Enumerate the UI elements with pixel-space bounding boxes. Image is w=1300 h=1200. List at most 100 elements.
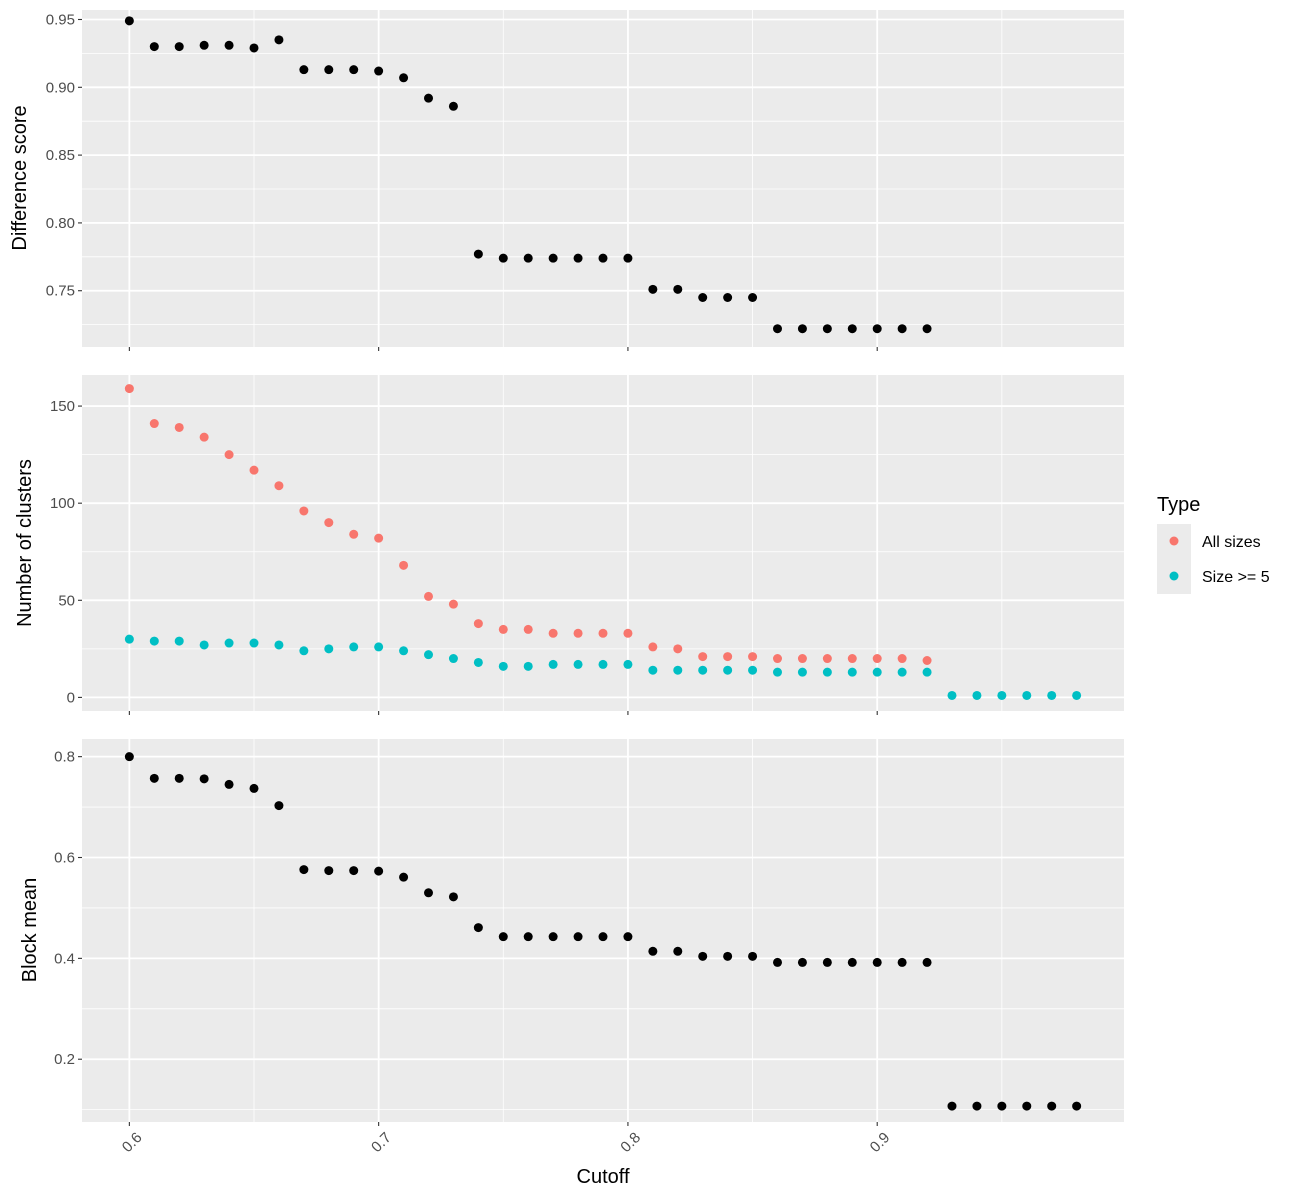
data-point <box>424 591 434 601</box>
series-number-of-clusters-0 <box>124 384 932 666</box>
data-point <box>399 872 409 882</box>
data-point <box>324 644 334 654</box>
data-point <box>174 422 184 432</box>
data-point <box>573 628 583 638</box>
data-point <box>673 284 683 294</box>
data-point <box>498 624 508 634</box>
data-point <box>498 661 508 671</box>
data-point <box>523 661 533 671</box>
data-point <box>448 599 458 609</box>
data-point <box>748 652 758 662</box>
legend-swatch-all-sizes <box>1169 536 1179 546</box>
y-tick-label: 50 <box>58 592 75 609</box>
y-axis-title: Block mean <box>19 878 41 983</box>
data-point <box>648 946 658 956</box>
x-tick-labels: 0.6 0.7 0.8 0.9 <box>119 1129 894 1156</box>
data-point <box>1047 1101 1057 1111</box>
x-tick-label: 0.8 <box>617 1129 644 1156</box>
y-tick-label: 0.6 <box>54 850 75 867</box>
data-point <box>623 628 633 638</box>
data-point <box>349 642 359 652</box>
data-point <box>897 667 907 677</box>
data-point <box>149 636 159 646</box>
data-point <box>698 951 708 961</box>
data-point <box>748 951 758 961</box>
data-point <box>947 690 957 700</box>
data-point <box>399 646 409 656</box>
data-point <box>299 865 309 875</box>
data-point <box>573 659 583 669</box>
panel-block-mean: 0.2 0.4 0.6 0.8 Block mean <box>19 739 1124 1126</box>
panels: 0.75 0.80 0.85 0.90 0.95 Difference score 0 50 1… <box>9 10 1124 1156</box>
data-point <box>149 42 159 52</box>
series-number-of-clusters-1 <box>124 634 1082 700</box>
x-tick-label: 0.9 <box>867 1129 894 1156</box>
data-point <box>399 73 409 83</box>
series-difference-score-0 <box>124 16 932 334</box>
data-point <box>748 665 758 675</box>
y-tick-label: 0.85 <box>46 147 75 164</box>
legend-swatch-size-5 <box>1169 571 1179 581</box>
data-point <box>548 628 558 638</box>
data-point <box>623 659 633 669</box>
data-point <box>199 774 209 784</box>
panel-difference-score: 0.75 0.80 0.85 0.90 0.95 Difference score <box>9 10 1124 351</box>
data-point <box>847 654 857 664</box>
data-point <box>847 324 857 334</box>
data-point <box>648 284 658 294</box>
panel-number-of-clusters: 0 50 100 150 Number of clusters <box>14 375 1124 715</box>
legend-label-size-5: Size >= 5 <box>1202 569 1270 586</box>
data-point <box>598 628 608 638</box>
data-point <box>673 946 683 956</box>
data-point <box>473 249 483 259</box>
data-point <box>324 65 334 75</box>
data-point <box>473 619 483 629</box>
data-point <box>922 667 932 677</box>
data-point <box>698 665 708 675</box>
data-point <box>897 957 907 967</box>
data-point <box>997 690 1007 700</box>
data-point <box>772 654 782 664</box>
data-point <box>772 667 782 677</box>
data-point <box>797 324 807 334</box>
data-point <box>648 642 658 652</box>
data-point <box>797 667 807 677</box>
data-point <box>249 783 259 793</box>
y-tick-label: 0.95 <box>46 11 75 28</box>
data-point <box>947 1101 957 1111</box>
data-point <box>1022 1101 1032 1111</box>
data-point <box>523 624 533 634</box>
data-point <box>772 957 782 967</box>
data-point <box>324 518 334 528</box>
legend-entry-size-5: Size >= 5 <box>1157 559 1270 594</box>
data-point <box>723 951 733 961</box>
data-point <box>822 324 832 334</box>
data-point <box>723 665 733 675</box>
data-point <box>424 93 434 103</box>
data-point <box>872 667 882 677</box>
data-point <box>174 636 184 646</box>
data-point <box>473 923 483 933</box>
data-point <box>548 659 558 669</box>
data-point <box>498 932 508 942</box>
series-block-mean-0 <box>124 752 1082 1111</box>
data-point <box>199 640 209 650</box>
x-axis-title: Cutoff <box>577 1166 630 1188</box>
data-point <box>1072 1101 1082 1111</box>
data-point <box>249 465 259 475</box>
data-point <box>473 657 483 667</box>
legend-label-all-sizes: All sizes <box>1202 534 1261 551</box>
data-point <box>224 638 234 648</box>
data-point <box>374 533 384 543</box>
data-point <box>972 690 982 700</box>
data-point <box>548 253 558 263</box>
data-point <box>997 1101 1007 1111</box>
data-point <box>573 253 583 263</box>
data-point <box>224 40 234 50</box>
data-point <box>797 957 807 967</box>
y-tick-label: 100 <box>50 495 75 512</box>
data-point <box>922 656 932 666</box>
data-point <box>872 957 882 967</box>
data-point <box>573 932 583 942</box>
